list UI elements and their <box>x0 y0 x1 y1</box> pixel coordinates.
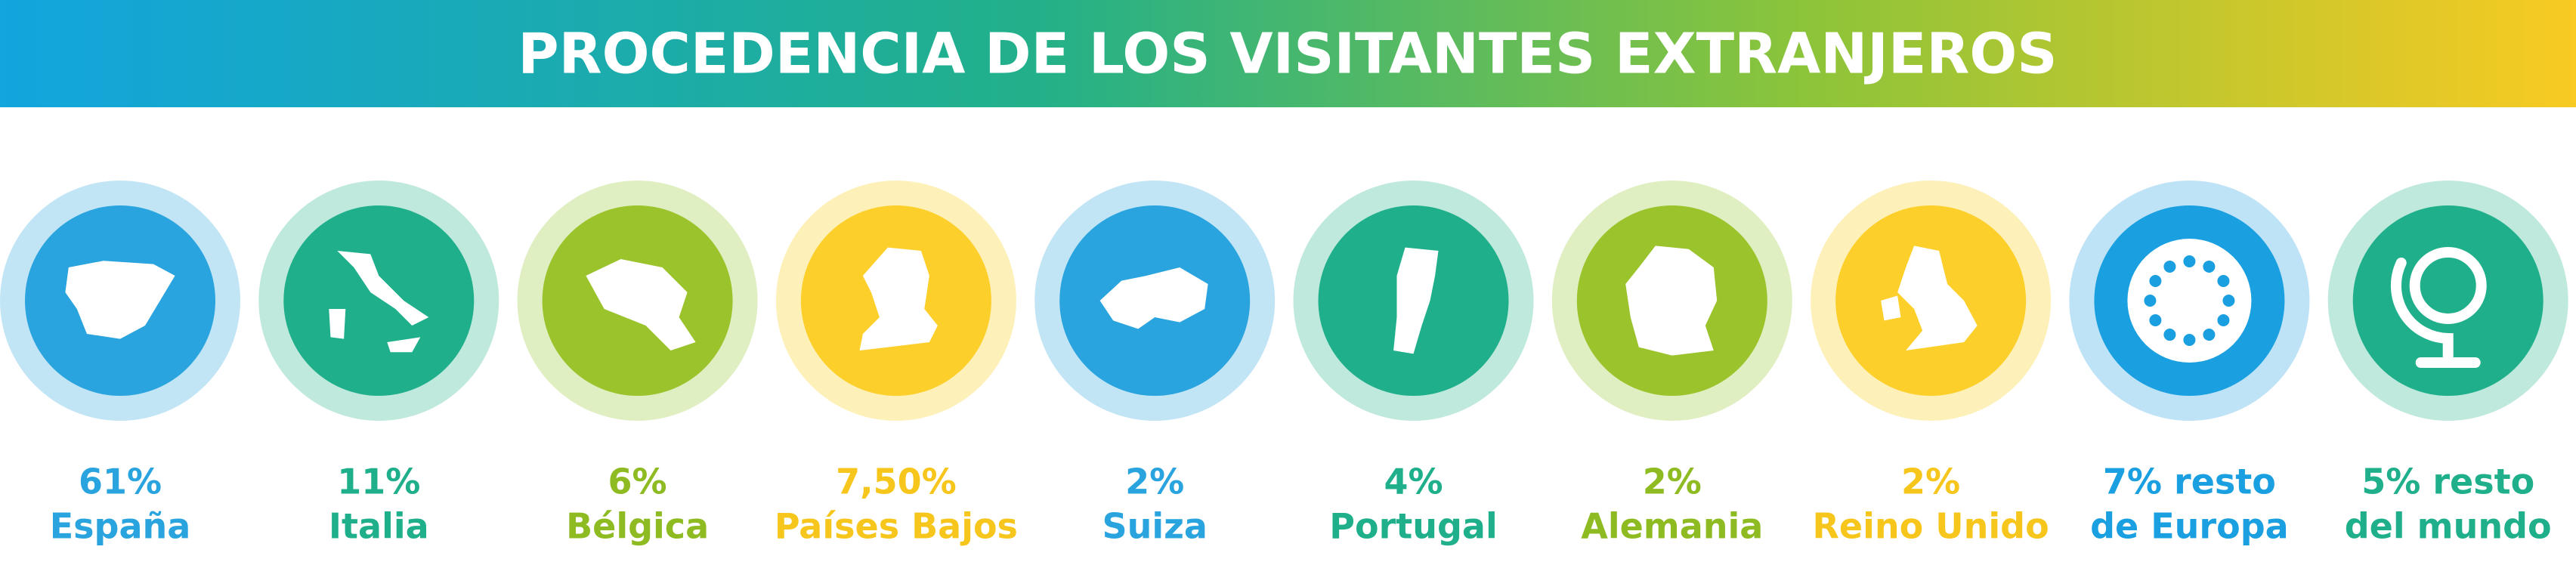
item-label: Portugal <box>1329 506 1497 547</box>
europe-flag <box>2127 239 2252 363</box>
item-value: 6% <box>608 462 667 502</box>
flag-star <box>2217 314 2230 326</box>
country-card: 4%Portugal <box>1293 181 1534 547</box>
country-card: 2%Reino Unido <box>1811 181 2052 547</box>
item-label: Suiza <box>1102 506 1207 547</box>
map-icon <box>65 261 175 339</box>
item-value: 7% resto <box>2103 462 2276 502</box>
header-bar <box>0 0 2576 107</box>
map-icon <box>1881 245 1978 350</box>
map-icon <box>859 247 938 350</box>
country-card: 7,50%Países Bajos <box>775 181 1018 547</box>
country-card: 61%España <box>0 181 240 547</box>
item-value: 2% <box>1643 462 1702 502</box>
item-value: 5% resto <box>2361 462 2534 502</box>
flag-star <box>2149 314 2162 326</box>
icon-disc <box>283 205 475 396</box>
flag-star <box>2144 295 2157 307</box>
flag-star <box>2222 295 2235 307</box>
globe-stand <box>2390 258 2481 368</box>
item-value: 2% <box>1901 462 1960 502</box>
item-label: Alemania <box>1581 506 1763 547</box>
item-label: Países Bajos <box>775 506 1018 547</box>
icon-disc <box>2352 205 2544 396</box>
globe <box>2409 247 2487 324</box>
country-card: 11%Italia <box>258 181 499 547</box>
item-value: 7,50% <box>836 462 957 502</box>
item-label: Italia <box>329 506 429 547</box>
item-value: 11% <box>337 462 420 502</box>
map-icon <box>1099 267 1208 329</box>
header-title: PROCEDENCIA DE LOS VISITANTES EXTRANJERO… <box>518 22 2057 87</box>
flag-star <box>2163 329 2176 341</box>
flag-star <box>2217 275 2230 287</box>
item-label: España <box>50 506 191 547</box>
item-label: Reino Unido <box>1813 506 2049 547</box>
item-label: Bélgica <box>566 506 709 547</box>
flag-star <box>2183 255 2196 267</box>
item-value: 61% <box>79 462 162 502</box>
item-label: de Europa <box>2090 506 2289 547</box>
country-card: 2%Suiza <box>1034 181 1276 547</box>
flag-star <box>2183 334 2196 346</box>
flag-star <box>2163 260 2176 273</box>
item-label: del mundo <box>2345 506 2552 547</box>
item-value: 4% <box>1384 462 1443 502</box>
map-icon <box>1625 245 1718 356</box>
map-icon <box>1393 247 1439 354</box>
country-card: 6%Bélgica <box>517 181 758 547</box>
map-icon <box>586 259 696 350</box>
flag-star <box>2149 275 2162 287</box>
country-card: 2%Alemania <box>1551 181 1792 547</box>
flag-star <box>2203 329 2216 341</box>
item-value: 2% <box>1125 462 1184 502</box>
flag-star <box>2203 260 2216 273</box>
